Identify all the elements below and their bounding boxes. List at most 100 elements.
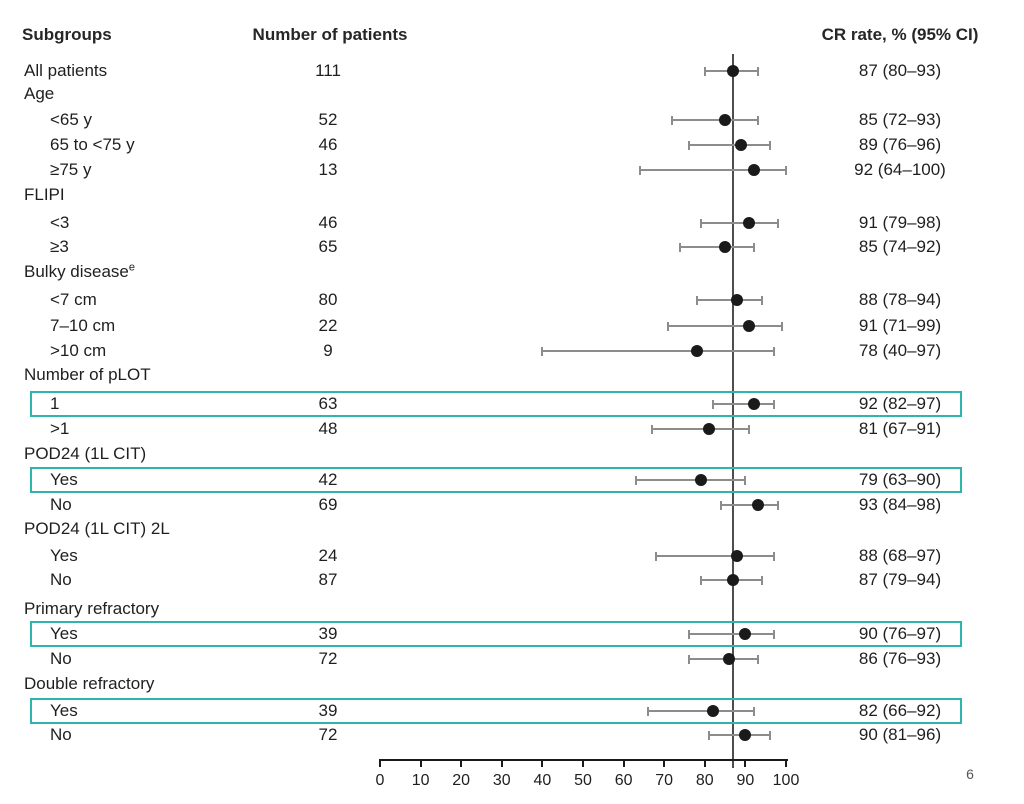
estimate-dot [694, 474, 707, 486]
highlight-box [30, 698, 962, 724]
ci-cap-left [651, 425, 654, 434]
ci-cap-left [703, 67, 706, 76]
subgroup-label: POD24 (1L CIT) 2L [24, 519, 170, 538]
axis-tick-label: 100 [772, 772, 800, 789]
axis-tick-label: 60 [614, 772, 633, 789]
subgroup-label: ≥75 y [50, 160, 92, 179]
patient-count: 52 [318, 110, 338, 129]
ci-cap-left [711, 400, 714, 409]
axis-tick [541, 759, 544, 767]
axis-tick-label: 20 [452, 772, 471, 789]
estimate-dot [735, 139, 748, 151]
cr-value: 92 (82–97) [858, 394, 942, 413]
ci-cap-right [776, 501, 779, 510]
estimate-dot [743, 217, 756, 229]
axis-tick [500, 759, 503, 767]
ci-cap-right [744, 476, 747, 485]
patient-count: 80 [318, 290, 338, 309]
ci-line [542, 350, 774, 352]
cr-value: 85 (74–92) [858, 237, 942, 256]
ci-line [656, 555, 774, 557]
highlight-box [30, 391, 962, 417]
subgroup-label: Number of pLOT [24, 365, 151, 384]
estimate-dot [690, 345, 703, 357]
subgroup-label: Yes [50, 624, 78, 643]
ci-line [688, 658, 758, 660]
ci-cap-left [687, 655, 690, 664]
ci-line [652, 428, 750, 430]
ci-cap-left [707, 731, 710, 740]
subgroup-label: Yes [50, 701, 78, 720]
ci-line [639, 169, 786, 171]
subgroup-label: Bulky diseasee [24, 261, 136, 281]
ci-line [688, 633, 774, 635]
subgroup-label: >10 cm [50, 341, 107, 360]
axis-tick-label: 80 [695, 772, 714, 789]
ci-cap-left [699, 219, 702, 228]
cr-value: 90 (81–96) [858, 725, 942, 744]
axis-tick-label: 50 [574, 772, 592, 789]
subgroup-label: No [50, 570, 72, 589]
cr-value: 82 (66–92) [858, 701, 942, 720]
axis-tick [744, 759, 747, 767]
ci-cap-left [655, 552, 658, 561]
ci-cap-right [756, 116, 759, 125]
axis-baseline [380, 759, 788, 761]
cr-value: 91 (79–98) [858, 213, 942, 232]
subgroup-label: No [50, 495, 72, 514]
ci-cap-left [638, 166, 641, 175]
cr-value: 92 (64–100) [854, 160, 946, 179]
estimate-dot [702, 423, 715, 435]
ci-cap-left [646, 707, 649, 716]
subgroup-label: Yes [50, 546, 78, 565]
cr-value: 87 (79–94) [858, 570, 942, 589]
subgroup-label: No [50, 649, 72, 668]
ci-cap-right [776, 219, 779, 228]
cr-value: 91 (71–99) [858, 316, 942, 335]
estimate-dot [706, 705, 719, 717]
ci-cap-right [756, 655, 759, 664]
axis-tick [460, 759, 463, 767]
ci-cap-left [695, 296, 698, 305]
ci-cap-right [752, 243, 755, 252]
ci-cap-right [772, 630, 775, 639]
ci-cap-left [541, 347, 544, 356]
patient-count: 46 [318, 135, 338, 154]
ci-line [721, 504, 778, 506]
footnote-marker: e [128, 261, 136, 274]
ci-cap-left [671, 116, 674, 125]
estimate-dot [727, 65, 740, 77]
estimate-dot [727, 574, 740, 586]
ci-line [672, 119, 758, 121]
patient-count: 72 [318, 649, 338, 668]
cr-value: 89 (76–96) [858, 135, 942, 154]
axis-tick-label: 40 [533, 772, 552, 789]
estimate-dot [719, 241, 732, 253]
estimate-dot [739, 628, 752, 640]
ci-cap-right [785, 166, 787, 175]
ci-cap-right [768, 141, 771, 150]
axis-tick [703, 759, 706, 767]
cr-value: 90 (76–97) [858, 624, 942, 643]
column-header-subgroups: Subgroups [22, 25, 112, 44]
estimate-dot [747, 398, 760, 410]
subgroup-label: FLIPI [24, 185, 65, 204]
estimate-dot [723, 653, 736, 665]
ci-line [696, 299, 762, 301]
ci-cap-left [699, 576, 702, 585]
ci-cap-right [756, 67, 759, 76]
axis-tick-label: 30 [492, 772, 511, 789]
axis-tick [785, 759, 787, 767]
ci-cap-right [772, 347, 775, 356]
ci-line [635, 479, 746, 481]
ci-cap-right [752, 707, 755, 716]
subgroup-label: 1 [50, 394, 60, 413]
cr-value: 78 (40–97) [858, 341, 942, 360]
highlight-box [30, 621, 962, 647]
patient-count: 65 [318, 237, 338, 256]
subgroup-label: <3 [50, 213, 70, 232]
cr-value: 79 (63–90) [858, 470, 942, 489]
axis-tick-label: 0 [375, 772, 385, 789]
ci-cap-left [634, 476, 637, 485]
